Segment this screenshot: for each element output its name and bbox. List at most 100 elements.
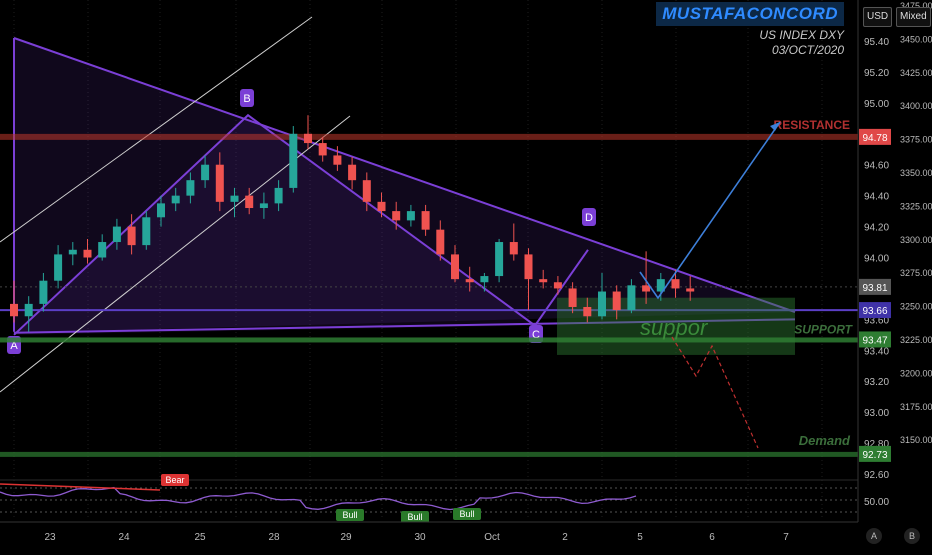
time-tick-label: 7: [783, 532, 789, 543]
candle-body: [39, 280, 48, 304]
candle-body: [421, 211, 430, 230]
candle-body: [230, 195, 239, 202]
candle-body: [54, 254, 63, 281]
price-badge-label: 93.81: [862, 283, 887, 294]
points-tick-label: 3200.00: [900, 368, 932, 378]
candle-body: [98, 242, 107, 258]
points-tick-label: 3400.00: [900, 101, 932, 111]
point-label-a: A: [10, 340, 18, 352]
time-tick-label: 2: [562, 532, 568, 543]
support-zone: [557, 297, 795, 355]
candle-body: [671, 279, 680, 289]
points-tick-label: 3325.00: [900, 201, 932, 211]
projection-up-path: [639, 121, 781, 300]
log-scale-button[interactable]: B: [904, 528, 920, 544]
scale-mode-button[interactable]: Mixed: [896, 7, 931, 27]
resistance-band: [0, 133, 858, 140]
support-label: SUPPORT: [794, 322, 853, 336]
points-tick-label: 3475.00: [900, 1, 932, 11]
price-tick-label: 93.20: [864, 377, 889, 388]
candle-body: [157, 203, 165, 218]
candle-body: [509, 242, 518, 255]
indicator-signal-label: Bull: [342, 510, 357, 520]
candle-body: [598, 291, 606, 317]
demand-label: Demand: [799, 433, 851, 448]
demand-line: [0, 451, 858, 457]
auto-scale-button[interactable]: A: [866, 528, 882, 544]
candle-body: [392, 211, 401, 221]
points-tick-label: 3275.00: [900, 268, 932, 278]
points-tick-label: 3150.00: [900, 435, 932, 445]
candle-body: [24, 303, 33, 317]
point-label-b: B: [243, 93, 250, 105]
candle-body: [362, 180, 371, 202]
candle-body: [612, 291, 621, 311]
indicator-signal-badge: [161, 474, 189, 486]
candle-body: [436, 229, 445, 255]
indicator-tick-label: 50.00: [864, 497, 889, 508]
candle-body: [627, 285, 636, 311]
resistance-label: RESISTANCE: [774, 118, 850, 132]
indicator-line: [0, 486, 637, 511]
candle-body: [201, 164, 210, 181]
candle-body: [10, 303, 18, 317]
candle-body: [259, 203, 268, 209]
points-tick-label: 3350.00: [900, 168, 932, 178]
price-tick-label: 94.20: [864, 223, 889, 234]
support-zone-label: suppor: [640, 315, 709, 340]
price-tick-label: 95.20: [864, 68, 889, 79]
candle-body: [68, 249, 77, 255]
candle-body: [289, 133, 298, 188]
projection-up-arrowhead: [770, 122, 780, 131]
indicator-signal-label: Bull: [459, 509, 474, 519]
time-tick-label: 5: [637, 532, 643, 543]
points-tick-label: 3375.00: [900, 135, 932, 145]
candle-body: [333, 155, 342, 165]
price-badge-label: 93.47: [862, 335, 887, 346]
candle-body: [142, 217, 151, 246]
triangle-base-line: [13, 318, 796, 334]
price-badge: [859, 331, 891, 348]
price-badge: [859, 278, 891, 295]
candle-body: [656, 279, 665, 292]
candle-body: [553, 282, 562, 289]
price-tick-label: 94.60: [864, 161, 889, 172]
brand-label: MUSTAFACONCORD: [656, 2, 844, 26]
time-tick-label: 23: [44, 532, 56, 543]
candle-body: [377, 201, 386, 212]
chart-date: 03/OCT/2020: [771, 43, 844, 57]
price-badge: [859, 128, 891, 145]
price-tick-label: 95.40: [864, 37, 889, 48]
candle-body: [112, 226, 121, 243]
candle-body: [245, 195, 254, 209]
indicator-signal-label: Bear: [165, 475, 184, 485]
channel-upper-line: [0, 16, 313, 243]
price-badge-label: 93.66: [862, 306, 887, 317]
candle-body: [274, 187, 283, 204]
candle-body: [539, 279, 548, 283]
point-label-d: D: [585, 212, 593, 224]
candle-body: [465, 279, 474, 283]
currency-button[interactable]: USD: [863, 7, 893, 27]
candle-body: [406, 211, 415, 221]
candle-body: [568, 288, 577, 307]
indicator-signal-badge: [336, 509, 364, 521]
candle-body: [304, 133, 312, 144]
price-tick-label: 94.40: [864, 192, 889, 203]
candle-body: [171, 195, 180, 204]
candle-body: [686, 288, 695, 292]
time-axis-background: [0, 522, 932, 550]
candle-body: [348, 164, 357, 181]
candle-body: [83, 249, 92, 258]
price-badge: [859, 302, 891, 319]
projection-down-path: [671, 336, 759, 449]
points-tick-label: 3250.00: [900, 302, 932, 312]
candle-body: [127, 226, 136, 246]
price-tick-label: 95.00: [864, 99, 889, 110]
points-tick-label: 3225.00: [900, 335, 932, 345]
price-tick-label: 93.00: [864, 408, 889, 419]
point-label-c: C: [532, 329, 540, 341]
points-tick-label: 3450.00: [900, 34, 932, 44]
